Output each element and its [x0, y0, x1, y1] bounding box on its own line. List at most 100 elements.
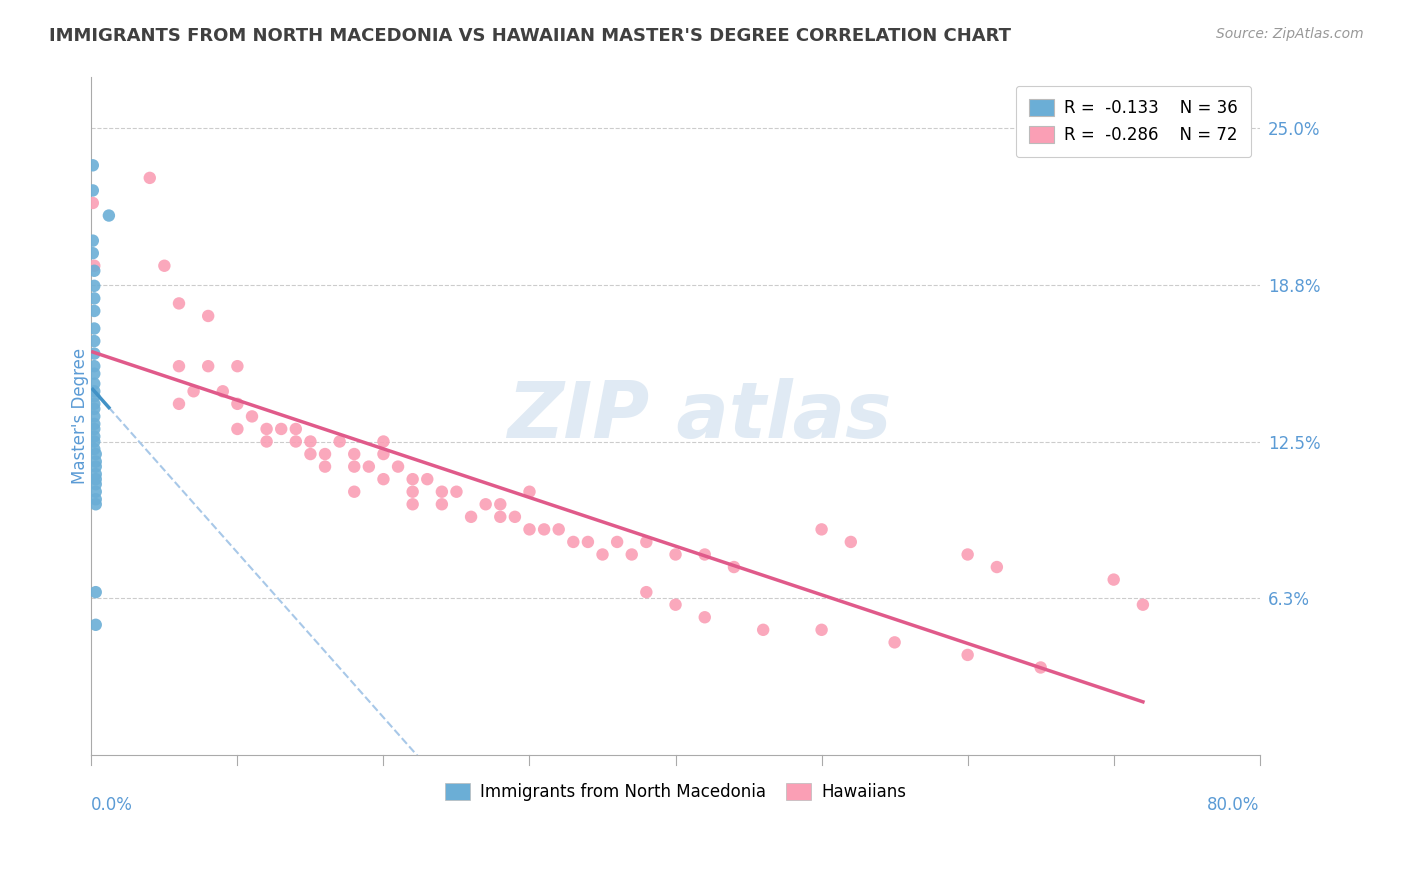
Point	[83, 384, 105, 399]
Point	[343, 447, 366, 461]
Point	[240, 409, 263, 424]
Point	[299, 447, 322, 461]
Point	[956, 548, 979, 562]
Point	[82, 246, 104, 260]
Point	[82, 196, 104, 211]
Point	[256, 434, 278, 449]
Point	[97, 209, 120, 223]
Y-axis label: Master's Degree: Master's Degree	[72, 349, 89, 484]
Point	[84, 484, 107, 499]
Point	[576, 535, 599, 549]
Point	[693, 610, 716, 624]
Point	[693, 548, 716, 562]
Point	[592, 548, 614, 562]
Point	[416, 472, 439, 486]
Point	[343, 459, 366, 474]
Point	[83, 346, 105, 360]
Point	[519, 484, 541, 499]
Point	[83, 259, 105, 273]
Point	[1102, 573, 1125, 587]
Point	[329, 434, 352, 449]
Point	[314, 459, 336, 474]
Text: 80.0%: 80.0%	[1208, 796, 1260, 814]
Point	[810, 522, 832, 536]
Point	[167, 296, 190, 310]
Point	[167, 359, 190, 374]
Point	[84, 477, 107, 491]
Point	[1029, 660, 1052, 674]
Point	[226, 422, 249, 436]
Point	[664, 548, 686, 562]
Point	[211, 384, 233, 399]
Point	[82, 234, 104, 248]
Point	[167, 397, 190, 411]
Point	[401, 497, 423, 511]
Point	[197, 359, 219, 374]
Point	[956, 648, 979, 662]
Point	[83, 422, 105, 436]
Point	[373, 447, 395, 461]
Point	[299, 434, 322, 449]
Point	[636, 585, 658, 599]
Point	[197, 309, 219, 323]
Point	[401, 472, 423, 486]
Point	[373, 434, 395, 449]
Point	[620, 548, 643, 562]
Point	[636, 535, 658, 549]
Point	[84, 617, 107, 632]
Point	[401, 484, 423, 499]
Point	[83, 264, 105, 278]
Point	[84, 454, 107, 468]
Point	[139, 170, 162, 185]
Point	[533, 522, 555, 536]
Point	[83, 292, 105, 306]
Point	[84, 467, 107, 482]
Point	[226, 359, 249, 374]
Point	[547, 522, 569, 536]
Point	[83, 409, 105, 424]
Point	[83, 376, 105, 391]
Point	[83, 397, 105, 411]
Point	[183, 384, 205, 399]
Point	[83, 321, 105, 335]
Point	[284, 434, 307, 449]
Point	[83, 389, 105, 403]
Point	[839, 535, 862, 549]
Point	[83, 359, 105, 374]
Point	[256, 422, 278, 436]
Point	[83, 434, 105, 449]
Point	[83, 278, 105, 293]
Point	[270, 422, 292, 436]
Point	[460, 509, 482, 524]
Point	[343, 484, 366, 499]
Point	[752, 623, 775, 637]
Text: Source: ZipAtlas.com: Source: ZipAtlas.com	[1216, 27, 1364, 41]
Point	[84, 447, 107, 461]
Point	[83, 442, 105, 456]
Text: IMMIGRANTS FROM NORTH MACEDONIA VS HAWAIIAN MASTER'S DEGREE CORRELATION CHART: IMMIGRANTS FROM NORTH MACEDONIA VS HAWAI…	[49, 27, 1011, 45]
Point	[84, 585, 107, 599]
Point	[430, 484, 453, 499]
Point	[83, 334, 105, 348]
Point	[489, 497, 512, 511]
Point	[83, 417, 105, 431]
Point	[986, 560, 1008, 574]
Point	[606, 535, 628, 549]
Point	[387, 459, 409, 474]
Point	[153, 259, 176, 273]
Point	[84, 497, 107, 511]
Point	[82, 158, 104, 172]
Point	[562, 535, 585, 549]
Point	[84, 492, 107, 507]
Point	[664, 598, 686, 612]
Point	[314, 447, 336, 461]
Point	[430, 497, 453, 511]
Point	[84, 459, 107, 474]
Text: ZIP atlas: ZIP atlas	[506, 378, 891, 454]
Point	[83, 367, 105, 381]
Text: 0.0%: 0.0%	[91, 796, 134, 814]
Legend: Immigrants from North Macedonia, Hawaiians: Immigrants from North Macedonia, Hawaiia…	[439, 777, 912, 808]
Point	[83, 429, 105, 443]
Point	[226, 397, 249, 411]
Point	[284, 422, 307, 436]
